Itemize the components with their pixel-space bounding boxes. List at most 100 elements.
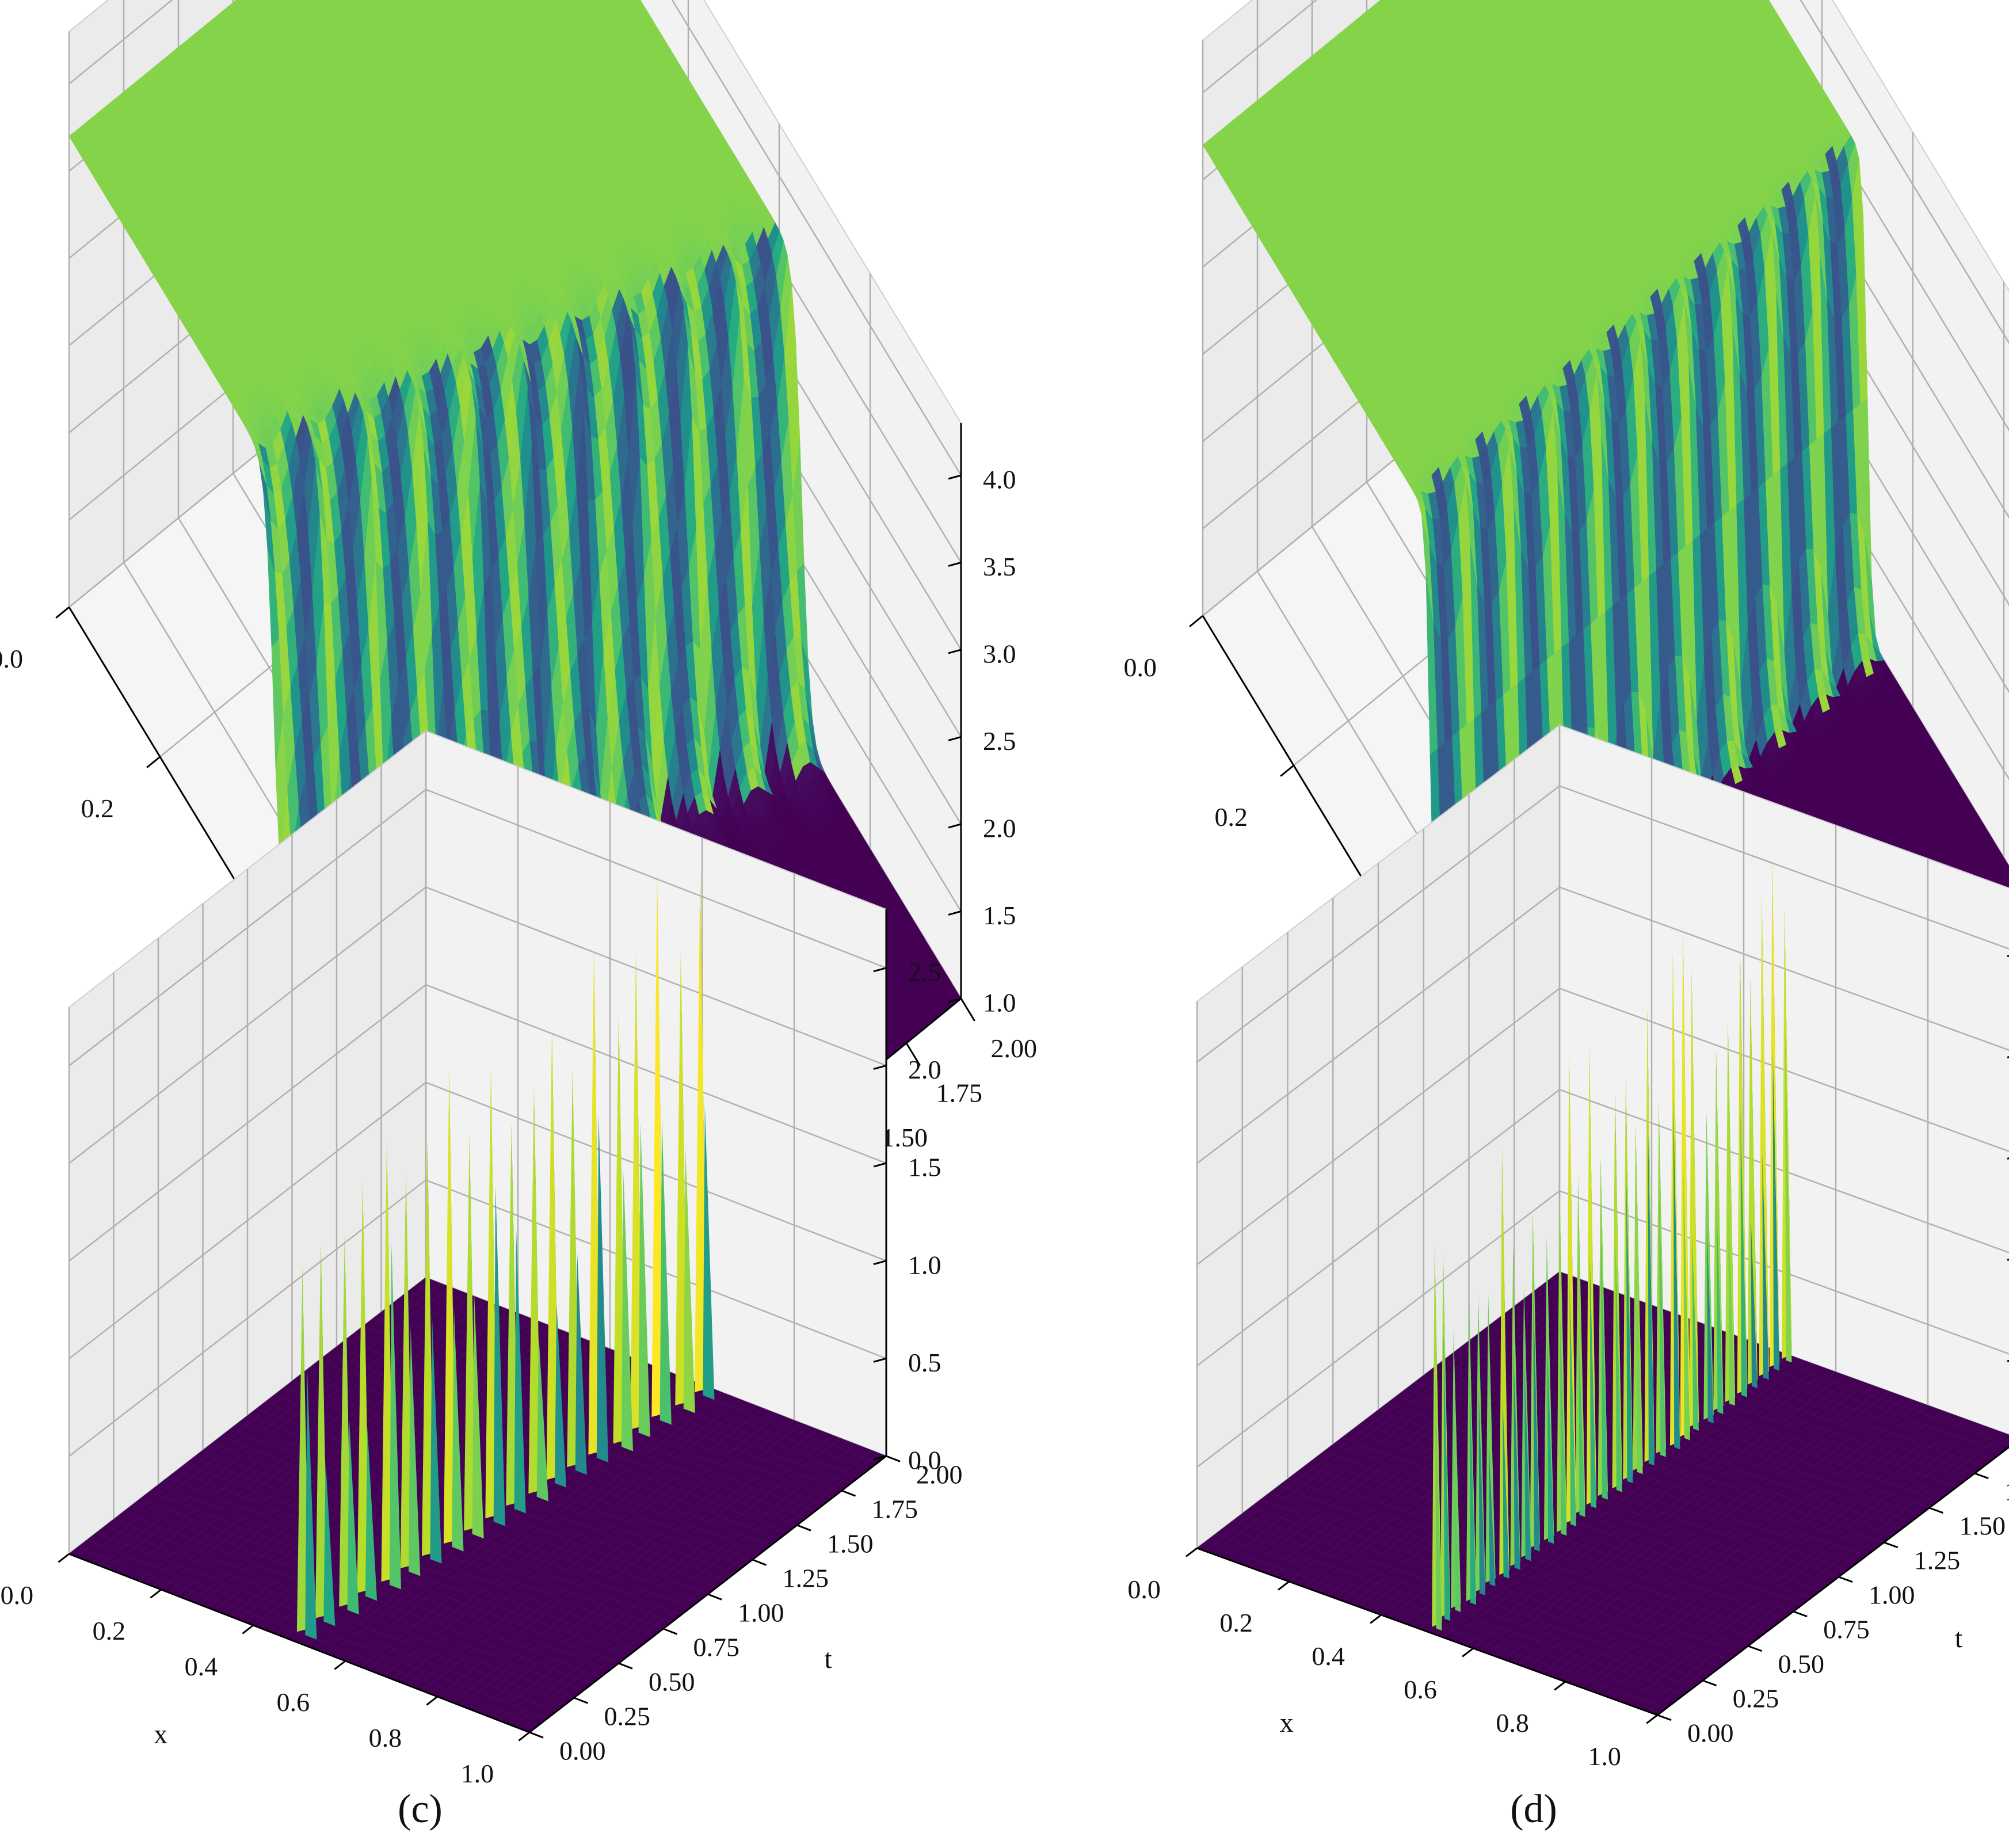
- x-tick: [55, 606, 70, 619]
- x-tick-label: 0.4: [185, 1652, 218, 1681]
- t-axis: 0.000.250.500.751.001.251.501.752.00t: [1657, 1472, 2009, 1748]
- x-tick-label: 0.6: [277, 1687, 310, 1717]
- t-axis-title: t: [1955, 1623, 1963, 1653]
- panel-label: (d): [1510, 1787, 1557, 1831]
- t-tick-label: 1.75: [872, 1495, 918, 1524]
- z-axis: 1.0 1.5 2.0 2.5 3.0 3.5 4.0: [948, 464, 1016, 1018]
- x-axis: 0.0 0.2 0.4 0.6 0.8 1.0 x: [1, 1553, 530, 1788]
- x-tick: [146, 756, 161, 768]
- x-tick-label: 0.8: [369, 1723, 402, 1752]
- x-tick-label: 0.0: [1123, 653, 1157, 682]
- x-tick-label: 0.2: [81, 794, 114, 823]
- t-tick: [796, 1524, 811, 1531]
- x-tick: [1189, 615, 1203, 627]
- z-tick-label: 3.5: [983, 552, 1016, 581]
- t-tick-label: 2.00: [916, 1460, 963, 1489]
- t-tick-label: 1.00: [1869, 1580, 1915, 1610]
- t-tick: [1884, 1541, 1899, 1549]
- t-tick: [752, 1559, 767, 1566]
- chart-panel-c: 0.0 0.2 0.4 0.6 0.8 1.0 x 0.00 0.25 0.50 0.75 1.00 1…: [1, 729, 963, 1831]
- z-tick-label: 1.5: [983, 901, 1016, 930]
- chart-panel-d: 0.0 0.2 0.4 0.6 0.8 1.0 x 0.00 0.25 0.50 0.75 1.00 1…: [1127, 723, 2009, 1831]
- z-tick: [948, 474, 962, 480]
- t-tick-label: 1.25: [783, 1564, 829, 1593]
- t-tick-label: 1.00: [738, 1598, 784, 1628]
- z-tick-label: 1.5: [908, 1153, 941, 1182]
- t-tick: [841, 1489, 856, 1497]
- t-axis-title: t: [824, 1644, 832, 1674]
- t-tick: [960, 998, 975, 1022]
- z-tick-label: 0.5: [908, 1348, 941, 1377]
- z-tick: [948, 649, 962, 654]
- t-tick-label: 1.50: [1960, 1511, 2006, 1541]
- t-tick: [618, 1662, 633, 1670]
- z-tick-label: 1.0: [908, 1250, 941, 1279]
- t-tick: [1838, 1576, 1853, 1583]
- z-tick: [873, 1357, 887, 1363]
- z-tick: [948, 823, 962, 829]
- t-tick-label: 0.50: [649, 1667, 695, 1697]
- x-tick-label: 0.0: [1, 1580, 34, 1610]
- t-tick: [1793, 1610, 1808, 1618]
- x-tick: [242, 1624, 254, 1634]
- t-tick: [905, 1042, 921, 1066]
- t-tick-label: 2.00: [990, 1034, 1037, 1063]
- x-tick: [150, 1588, 162, 1599]
- t-tick-label: 0.00: [1687, 1719, 1734, 1748]
- z-tick-label: 2.0: [983, 814, 1016, 843]
- t-tick-label: 0.25: [604, 1702, 651, 1731]
- x-tick: [1185, 1547, 1198, 1557]
- x-tick: [1280, 764, 1294, 777]
- z-tick-label: 4.0: [983, 464, 1016, 494]
- t-tick-label: 0.25: [1733, 1684, 1779, 1713]
- x-tick: [334, 1660, 346, 1670]
- x-tick-label: 0.0: [1127, 1575, 1161, 1604]
- t-tick-label: 0.50: [1778, 1649, 1825, 1679]
- t-tick-label: 1.75: [2004, 1477, 2009, 1506]
- x-tick: [1462, 1647, 1474, 1658]
- t-tick-label: 1.50: [827, 1529, 874, 1559]
- x-tick-label: 0.4: [1312, 1641, 1345, 1671]
- x-tick: [1370, 1614, 1382, 1624]
- x-tick: [1554, 1681, 1566, 1691]
- t-tick-label: 1.50: [881, 1123, 928, 1152]
- t-tick: [1974, 1472, 1989, 1480]
- x-tick-label: 0.8: [1496, 1708, 1529, 1737]
- z-tick-label: 2.0: [908, 1055, 941, 1084]
- x-axis-title: x: [1280, 1708, 1294, 1738]
- z-tick-label: 2.5: [983, 726, 1016, 756]
- x-tick-label: 1.0: [461, 1759, 494, 1788]
- x-tick: [518, 1731, 530, 1742]
- z-tick: [873, 1260, 887, 1266]
- x-tick-label: 0.2: [1219, 1608, 1253, 1637]
- x-tick: [1278, 1580, 1290, 1591]
- t-tick: [1747, 1645, 1763, 1652]
- t-tick: [1657, 1714, 1672, 1721]
- z-tick-label: 2.5: [908, 957, 941, 986]
- x-tick: [1646, 1714, 1658, 1724]
- x-tick-label: 1.0: [1588, 1742, 1621, 1771]
- z-tick-label: 0.0: [908, 1446, 941, 1475]
- t-tick: [886, 1455, 901, 1462]
- z-tick: [873, 967, 887, 973]
- t-tick: [662, 1628, 678, 1635]
- t-tick-label: 0.75: [1823, 1615, 1870, 1644]
- x-tick: [426, 1695, 438, 1706]
- x-tick-label: 0.6: [1404, 1675, 1437, 1704]
- x-tick: [58, 1553, 70, 1563]
- t-tick-label: 1.25: [1914, 1546, 1961, 1575]
- z-axis: 0.0 0.5 1.0 1.5 2.0 2.5: [873, 957, 941, 1475]
- t-axis: 0.00 0.25 0.50 0.75 1.00 1.25 1.50 1.75 2.00 t: [529, 1455, 963, 1766]
- x-tick-label: 0.2: [1214, 802, 1248, 832]
- t-tick-label: 0.75: [693, 1633, 740, 1662]
- z-tick: [948, 910, 962, 916]
- t-tick: [1928, 1507, 1944, 1514]
- t-tick-label: 1.75: [936, 1079, 982, 1108]
- z-tick: [873, 1455, 887, 1461]
- x-axis-title: x: [154, 1719, 167, 1750]
- t-tick-label: 0.00: [559, 1736, 606, 1766]
- t-tick: [1702, 1679, 1717, 1687]
- t-tick: [529, 1731, 544, 1739]
- z-tick-label: 3.0: [983, 639, 1016, 669]
